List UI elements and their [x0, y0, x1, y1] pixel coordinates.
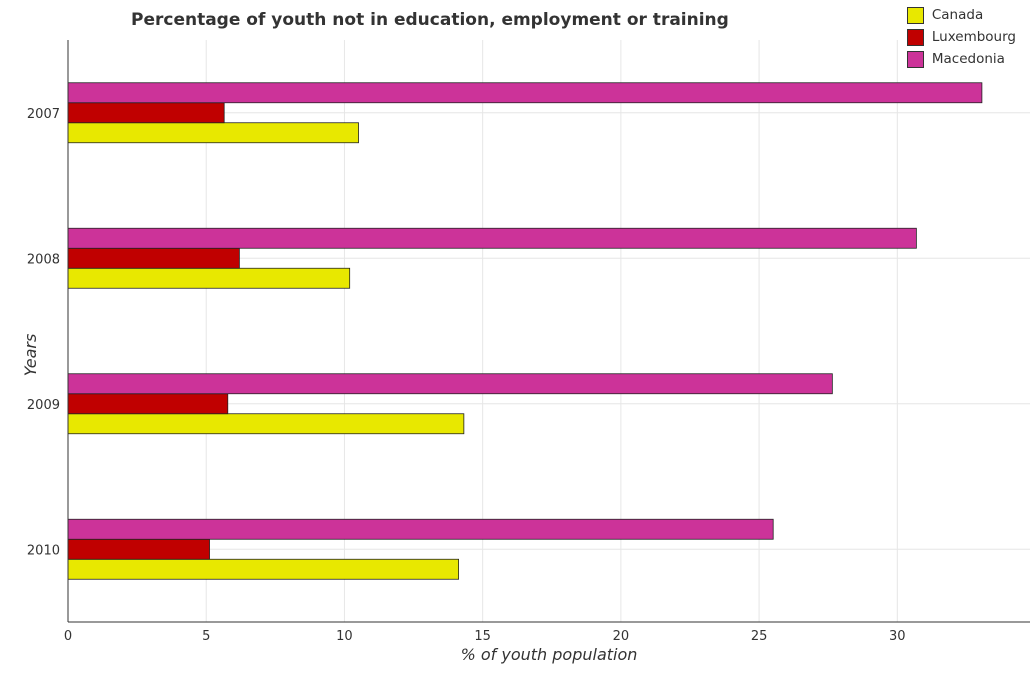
- x-tick-label: 30: [889, 629, 906, 644]
- y-tick-label: 2007: [27, 107, 60, 122]
- bar-luxembourg-2010: [67, 538, 210, 560]
- legend-label-macedonia: Macedonia: [931, 51, 1005, 67]
- x-tick-label: 5: [202, 629, 210, 644]
- bar-canada-2008: [67, 267, 351, 289]
- x-tick-label: 0: [64, 629, 72, 644]
- bar-canada-2007: [67, 122, 359, 144]
- bar-luxembourg-2007: [67, 102, 225, 124]
- legend-label-canada: Canada: [931, 7, 984, 23]
- y-axis-label: Years: [21, 334, 40, 377]
- legend-swatch-macedonia: [906, 50, 924, 68]
- x-axis-label: % of youth population: [461, 645, 638, 664]
- bars: [67, 82, 983, 580]
- legend-swatch-canada: [906, 6, 924, 24]
- bar-macedonia-2008: [67, 227, 917, 249]
- bar-macedonia-2009: [67, 373, 833, 395]
- bar-macedonia-2010: [67, 518, 774, 540]
- x-tick-label: 15: [474, 629, 491, 644]
- x-tick-label: 20: [613, 629, 630, 644]
- y-tick-label: 2008: [27, 252, 60, 267]
- y-tick-label: 2009: [27, 398, 60, 413]
- legend-item-luxembourg: Luxembourg: [906, 26, 1016, 48]
- bar-luxembourg-2009: [67, 393, 229, 415]
- x-tick-label: 10: [336, 629, 353, 644]
- bar-canada-2009: [67, 413, 465, 435]
- legend-item-macedonia: Macedonia: [906, 48, 1016, 70]
- legend-item-canada: Canada: [906, 4, 1016, 26]
- tick-labels: 0 5 10 15 20 25 30 2007 2008 2009 2010: [27, 107, 906, 644]
- bar-canada-2010: [67, 558, 460, 580]
- y-tick-label: 2010: [27, 543, 60, 558]
- bar-luxembourg-2008: [67, 247, 240, 269]
- legend-label-luxembourg: Luxembourg: [931, 29, 1016, 45]
- legend: Canada Luxembourg Macedonia: [906, 4, 1016, 70]
- legend-swatch-luxembourg: [906, 28, 924, 46]
- axes: [67, 40, 1030, 623]
- x-tick-label: 25: [751, 629, 768, 644]
- bar-macedonia-2007: [67, 82, 983, 104]
